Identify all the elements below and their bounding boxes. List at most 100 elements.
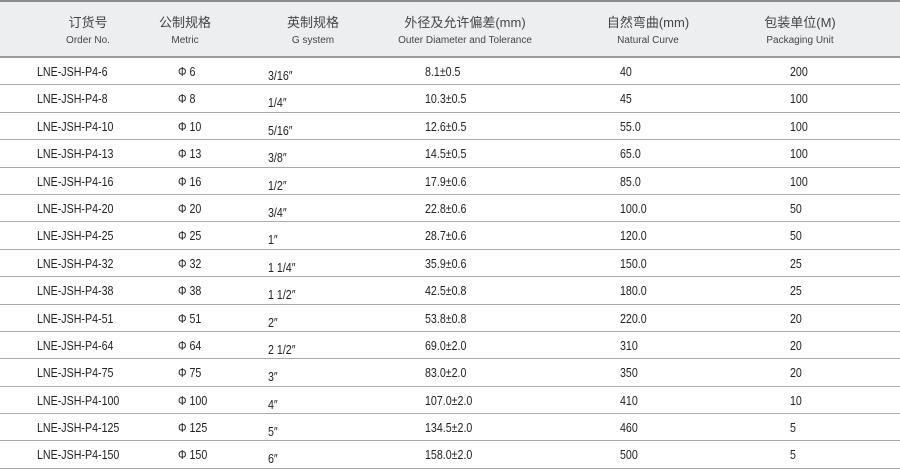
cell-order-no: LNE-JSH-P4-75 (37, 365, 114, 381)
cell-order-no: LNE-JSH-P4-20 (37, 200, 114, 216)
cell-natural-curve: 40 (620, 64, 632, 79)
table-row: LNE-JSH-P4-10 Φ 10 5/16″ 12.6±0.5 55.0 100 (0, 113, 900, 141)
cell-outer-diameter: 10.3±0.5 (425, 91, 467, 107)
cell-natural-curve: 150.0 (620, 255, 647, 271)
cell-natural-curve: 65.0 (620, 146, 641, 162)
cell-metric: Φ 13 (178, 146, 202, 162)
cell-g-system: 4″ (268, 396, 278, 412)
table-row: LNE-JSH-P4-13 Φ 13 3/8″ 14.5±0.5 65.0 100 (0, 140, 900, 168)
cell-order-no: LNE-JSH-P4-64 (37, 337, 114, 353)
cell-natural-curve: 180.0 (620, 283, 647, 299)
table-row: LNE-JSH-P4-75 Φ 75 3″ 83.0±2.0 350 20 (0, 359, 900, 387)
cell-natural-curve: 410 (620, 392, 638, 408)
cell-outer-diameter: 158.0±2.0 (425, 447, 473, 463)
cell-g-system: 3″ (268, 369, 278, 385)
cell-natural-curve: 45 (620, 91, 632, 107)
cell-order-no: LNE-JSH-P4-10 (37, 118, 114, 134)
cell-g-system: 5/16″ (268, 122, 293, 138)
cell-packaging-unit: 100 (790, 146, 808, 162)
cell-packaging-unit: 200 (790, 64, 808, 79)
cell-g-system: 2 1/2″ (268, 341, 296, 357)
cell-packaging-unit: 10 (790, 392, 802, 408)
table-row: LNE-JSH-P4-25 Φ 25 1″ 28.7±0.6 120.0 50 (0, 222, 900, 250)
cell-natural-curve: 500 (620, 447, 638, 463)
header-packaging-unit: 包装单位(M) Packaging Unit (764, 12, 836, 46)
cell-outer-diameter: 69.0±2.0 (425, 337, 467, 353)
cell-packaging-unit: 5 (790, 447, 796, 463)
cell-order-no: LNE-JSH-P4-8 (37, 91, 108, 107)
cell-packaging-unit: 100 (790, 173, 808, 189)
table-row: LNE-JSH-P4-6 Φ 6 3/16″ 8.1±0.5 40 200 (0, 58, 900, 86)
table-row: LNE-JSH-P4-125 Φ 125 5″ 134.5±2.0 460 5 (0, 414, 900, 442)
header-outer-diameter: 外径及允许偏差(mm) Outer Diameter and Tolerance (398, 12, 532, 46)
table-row: LNE-JSH-P4-100 Φ 100 4″ 107.0±2.0 410 10 (0, 387, 900, 415)
cell-outer-diameter: 17.9±0.6 (425, 173, 467, 189)
cell-metric: Φ 8 (178, 91, 196, 107)
cell-outer-diameter: 42.5±0.8 (425, 283, 467, 299)
header-metric: 公制规格 Metric (159, 12, 211, 46)
cell-packaging-unit: 5 (790, 420, 796, 436)
cell-outer-diameter: 22.8±0.6 (425, 200, 467, 216)
cell-outer-diameter: 14.5±0.5 (425, 146, 467, 162)
header-natural-curve: 自然弯曲(mm) Natural Curve (607, 12, 689, 46)
cell-order-no: LNE-JSH-P4-32 (37, 255, 114, 271)
cell-g-system: 2″ (268, 314, 278, 330)
cell-metric: Φ 75 (178, 365, 202, 381)
cell-g-system: 1 1/2″ (268, 287, 296, 303)
cell-metric: Φ 38 (178, 283, 202, 299)
cell-g-system: 5″ (268, 424, 278, 440)
cell-order-no: LNE-JSH-P4-38 (37, 283, 114, 299)
cell-order-no: LNE-JSH-P4-16 (37, 173, 114, 189)
header-zh: 外径及允许偏差(mm) (404, 15, 526, 30)
cell-packaging-unit: 20 (790, 337, 802, 353)
table-row: LNE-JSH-P4-38 Φ 38 1 1/2″ 42.5±0.8 180.0 25 (0, 277, 900, 305)
cell-metric: Φ 64 (178, 337, 202, 353)
table-row: LNE-JSH-P4-20 Φ 20 3/4″ 22.8±0.6 100.0 50 (0, 195, 900, 223)
cell-outer-diameter: 53.8±0.8 (425, 310, 467, 326)
table-row: LNE-JSH-P4-51 Φ 51 2″ 53.8±0.8 220.0 20 (0, 305, 900, 332)
header-en: Outer Diameter and Tolerance (398, 35, 532, 46)
header-en: G system (291, 35, 335, 46)
cell-order-no: LNE-JSH-P4-6 (37, 64, 108, 79)
cell-packaging-unit: 100 (790, 118, 808, 134)
cell-metric: Φ 10 (178, 118, 202, 134)
table-row: LNE-JSH-P4-150 Φ 150 6″ 158.0±2.0 500 5 (0, 441, 900, 469)
table-header: 订货号 Order No. 公制规格 Metric 英制规格 G system 外径及允许偏… (0, 0, 900, 58)
table-row: LNE-JSH-P4-64 Φ 64 2 1/2″ 69.0±2.0 310 20 (0, 332, 900, 360)
cell-order-no: LNE-JSH-P4-25 (37, 228, 114, 244)
cell-g-system: 1 1/4″ (268, 259, 296, 275)
header-zh: 包装单位(M) (764, 15, 836, 30)
cell-packaging-unit: 25 (790, 283, 802, 299)
cell-natural-curve: 120.0 (620, 228, 647, 244)
cell-packaging-unit: 100 (790, 91, 808, 107)
cell-natural-curve: 460 (620, 420, 638, 436)
cell-packaging-unit: 20 (790, 365, 802, 381)
table-body: LNE-JSH-P4-6 Φ 6 3/16″ 8.1±0.5 40 200 LNE-JSH-… (0, 58, 900, 469)
cell-g-system: 1/4″ (268, 95, 287, 111)
cell-metric: Φ 16 (178, 173, 202, 189)
cell-natural-curve: 310 (620, 337, 638, 353)
cell-order-no: LNE-JSH-P4-125 (37, 420, 120, 436)
cell-order-no: LNE-JSH-P4-150 (37, 447, 120, 463)
cell-metric: Φ 100 (178, 392, 208, 408)
header-zh: 订货号 (68, 15, 108, 30)
cell-order-no: LNE-JSH-P4-51 (37, 310, 114, 326)
cell-metric: Φ 51 (178, 310, 202, 326)
header-en: Packaging Unit (766, 35, 834, 46)
header-zh: 英制规格 (286, 15, 340, 30)
cell-order-no: LNE-JSH-P4-13 (37, 146, 114, 162)
header-zh: 自然弯曲(mm) (606, 15, 690, 30)
cell-g-system: 1/2″ (268, 177, 287, 193)
cell-outer-diameter: 83.0±2.0 (425, 365, 467, 381)
header-en: Metric (171, 35, 199, 46)
cell-metric: Φ 20 (178, 200, 202, 216)
cell-natural-curve: 350 (620, 365, 638, 381)
table-row: LNE-JSH-P4-16 Φ 16 1/2″ 17.9±0.6 85.0 100 (0, 168, 900, 195)
cell-g-system: 3/16″ (268, 68, 293, 83)
cell-outer-diameter: 8.1±0.5 (425, 64, 461, 79)
cell-g-system: 1″ (268, 232, 278, 248)
cell-outer-diameter: 134.5±2.0 (425, 420, 473, 436)
cell-packaging-unit: 25 (790, 255, 802, 271)
cell-natural-curve: 220.0 (620, 310, 647, 326)
